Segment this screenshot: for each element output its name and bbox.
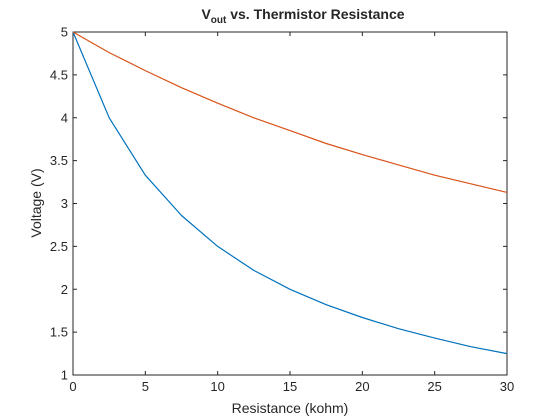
y-tick-label: 3 — [61, 196, 68, 211]
x-tick-label: 20 — [355, 379, 369, 394]
y-tick-label: 1 — [61, 368, 68, 383]
chart-title: Vout vs. Thermistor Resistance — [201, 6, 404, 26]
y-tick-label: 5 — [61, 25, 68, 40]
x-axis-label: Resistance (kohm) — [232, 400, 349, 416]
x-tick-label: 5 — [142, 379, 149, 394]
y-tick-label: 1.5 — [50, 325, 68, 340]
x-tick-label: 25 — [427, 379, 441, 394]
x-tick-label: 30 — [500, 379, 514, 394]
x-tick-label: 15 — [283, 379, 297, 394]
series-line-1 — [72, 31, 508, 355]
x-tick-label: 0 — [69, 379, 76, 394]
series-line-2 — [72, 31, 508, 193]
y-tick-label: 3.5 — [50, 153, 68, 168]
axes-box — [72, 31, 508, 376]
y-tick-label: 2.5 — [50, 239, 68, 254]
y-tick-label: 4 — [61, 110, 68, 125]
y-tick-label: 4.5 — [50, 67, 68, 82]
y-axis-label: Voltage (V) — [28, 168, 44, 237]
x-tick-label: 10 — [210, 379, 224, 394]
y-tick-label: 2 — [61, 282, 68, 297]
plot-area: 0 5 10 15 20 25 30 1 1.5 2 2.5 3 3.5 4 4.5 5 — [50, 25, 514, 395]
